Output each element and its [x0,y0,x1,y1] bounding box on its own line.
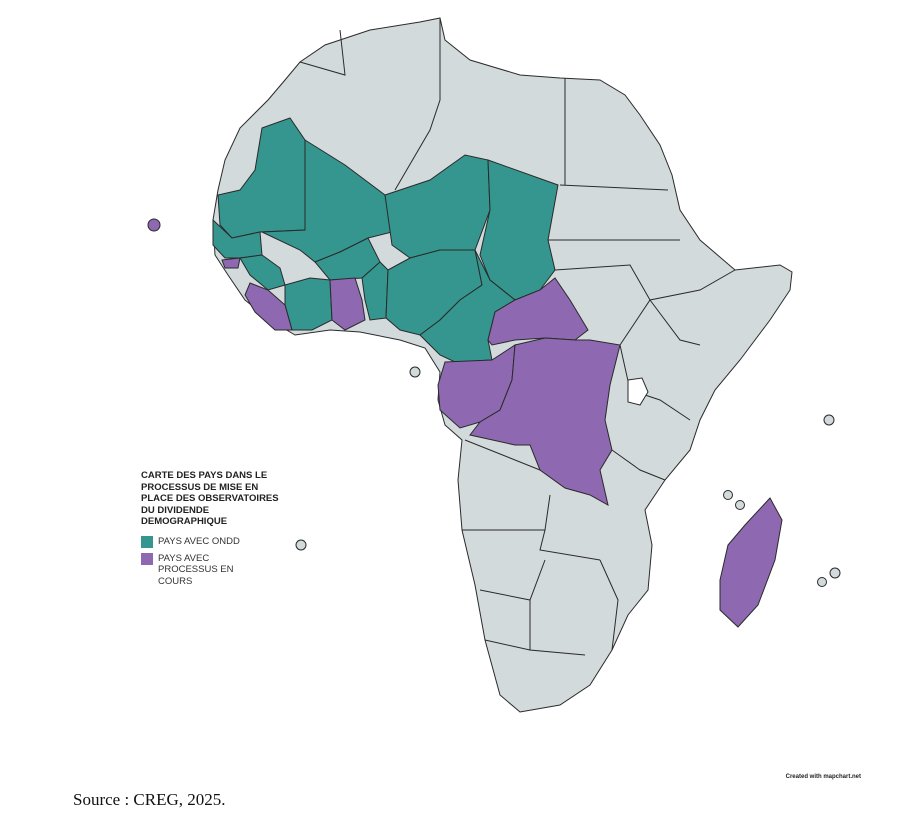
country-cape-verde [147,218,161,232]
country-niger [384,154,491,259]
legend-label-en-cours: PAYS AVEC PROCESSUS EN COURS [158,552,234,587]
map-legend: CARTE DES PAYS DANS LE PROCESSUS DE MISE… [141,470,291,587]
grey-borders [299,18,736,656]
legend-swatch-purple [141,552,153,565]
island-reunion [817,577,827,587]
country-madagascar [719,497,783,628]
country-drc [469,337,621,506]
source-caption: Source : CREG, 2025. [73,790,226,809]
country-guinea-bissau [221,257,241,269]
island-comoros-1 [723,490,733,500]
country-cote-divoire [284,277,333,331]
legend-title: CARTE DES PAYS DANS LE PROCESSUS DE MISE… [141,470,279,527]
island-mauritius [829,567,841,579]
island-saint-helena [295,539,307,551]
legend-item-ondd: PAYS AVEC ONDD [141,535,291,548]
lake-victoria [627,377,649,406]
legend-item-en-cours: PAYS AVEC PROCESSUS EN COURS [141,552,291,588]
country-liberia [244,282,293,331]
island-comoros-2 [735,500,745,510]
country-chad [479,159,559,301]
legend-label-ondd: PAYS AVEC ONDD [158,535,240,547]
island-seychelles [823,414,835,426]
island-sao-tome [409,366,421,378]
country-ghana [329,277,366,331]
mapchart-credit: Created with mapchart.net [785,774,861,780]
legend-swatch-teal [141,535,153,548]
